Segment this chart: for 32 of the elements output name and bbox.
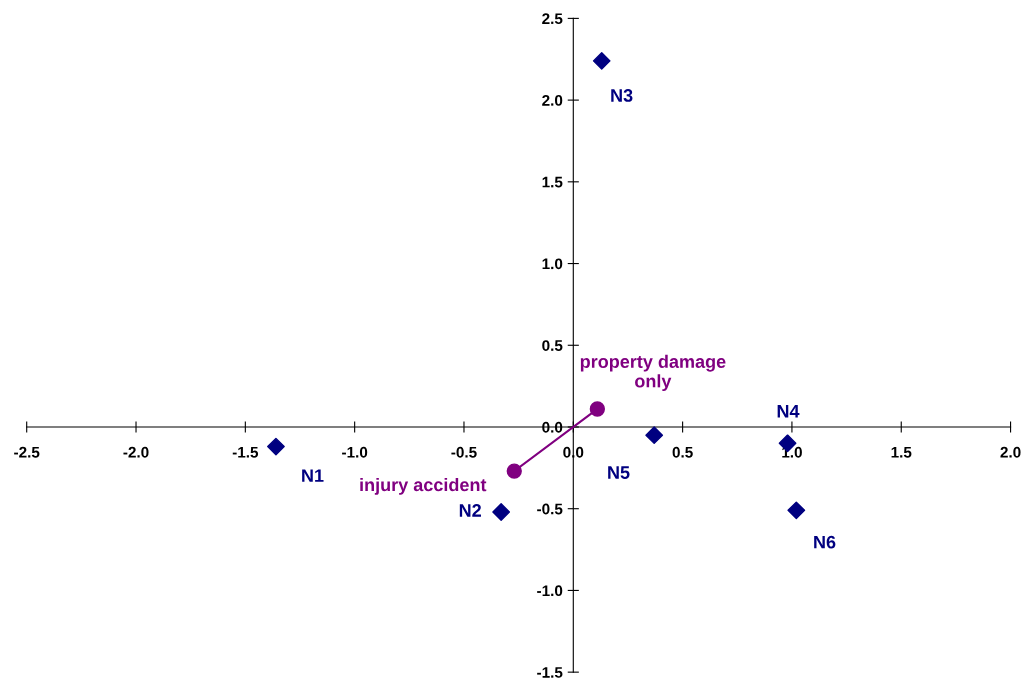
x-tick-label: -2.5 bbox=[14, 446, 40, 458]
x-tick-label: 0.5 bbox=[672, 446, 693, 458]
point bbox=[645, 426, 664, 445]
y-tick-label: 0.0 bbox=[542, 421, 563, 433]
annotation: N1 bbox=[302, 469, 324, 482]
point bbox=[787, 501, 806, 520]
y-tick-label: 1.5 bbox=[542, 176, 563, 188]
annotation: property damage only bbox=[580, 354, 726, 392]
point bbox=[506, 463, 522, 479]
x-tick-label: -1.5 bbox=[232, 446, 259, 458]
point bbox=[592, 51, 611, 70]
annotation: N2 bbox=[459, 504, 481, 517]
point bbox=[589, 401, 605, 417]
y-tick-label: -0.5 bbox=[537, 503, 563, 515]
y-tick-label: 2.5 bbox=[542, 13, 563, 25]
annotation: N3 bbox=[611, 89, 633, 102]
point bbox=[267, 437, 285, 456]
x-tick-label: -0.5 bbox=[451, 446, 477, 458]
y-tick-label: 0.5 bbox=[542, 340, 563, 351]
y-tick-label: -1.5 bbox=[537, 667, 563, 678]
x-tick-label: -2.0 bbox=[123, 446, 149, 458]
annotation: N5 bbox=[608, 466, 630, 479]
y-tick-label: -1.0 bbox=[537, 585, 563, 597]
y-tick-label: 1.0 bbox=[542, 258, 563, 270]
y-tick-label: 2.0 bbox=[542, 94, 563, 106]
point bbox=[492, 503, 511, 521]
annotation: N4 bbox=[777, 405, 800, 418]
annotation: N6 bbox=[814, 535, 836, 549]
x-tick-label: 1.5 bbox=[891, 446, 912, 458]
x-tick-label: -1.0 bbox=[342, 446, 368, 458]
x-tick-label: 2.0 bbox=[1000, 446, 1021, 458]
annotation: injury accident bbox=[360, 477, 487, 495]
